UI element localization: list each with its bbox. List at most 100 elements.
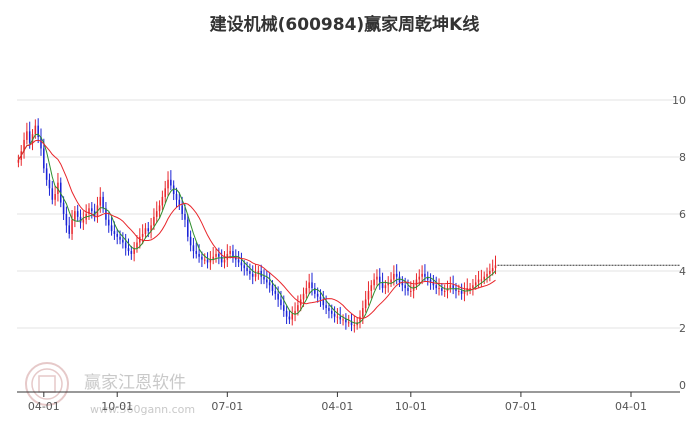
candle-body <box>359 316 361 323</box>
candle-body <box>319 296 322 300</box>
candle-body <box>203 259 206 261</box>
chart-title: 建设机械(600984)赢家周乾坤K线 <box>209 15 480 35</box>
candle-body <box>429 279 432 283</box>
candle-body <box>455 288 457 291</box>
x-tick-label: 10-01 <box>395 400 427 413</box>
candle-body <box>141 233 144 237</box>
candle-body <box>82 219 85 223</box>
candle-body <box>280 299 282 306</box>
candle-body <box>401 282 404 286</box>
candle-body <box>23 139 25 152</box>
candle-body <box>404 285 406 289</box>
candle-body <box>161 196 164 206</box>
candle-body <box>26 131 28 140</box>
candle-body <box>333 313 336 317</box>
candle-body <box>136 242 138 249</box>
candle-body <box>443 290 446 292</box>
candle-body <box>480 279 483 281</box>
candle-body <box>153 216 155 226</box>
y-tick-label: 0 <box>679 379 686 392</box>
candle-body <box>257 271 260 274</box>
x-axis: 04-01 10-01 07-01 04-01 10-01 07-01 04-01 <box>17 391 680 413</box>
x-tick-label: 07-01 <box>505 400 537 413</box>
candle-body <box>339 316 342 320</box>
candle-body <box>424 273 426 277</box>
candle-body <box>472 285 474 289</box>
candle-body <box>232 251 234 257</box>
candle-body <box>43 148 45 169</box>
candle-body <box>226 253 229 260</box>
candle-body <box>155 211 158 217</box>
candle-body <box>271 285 274 291</box>
candle-body <box>34 125 37 135</box>
candle-body <box>51 188 54 200</box>
candle-body <box>407 288 409 291</box>
candle-body <box>105 208 107 220</box>
candle-body <box>195 251 198 254</box>
candle-body <box>40 137 42 149</box>
x-tick-label: 04-01 <box>28 400 60 413</box>
candle-body <box>201 256 203 260</box>
candle-body <box>198 253 200 257</box>
candle-body <box>37 125 39 138</box>
candle-body <box>113 231 116 234</box>
watermark-url: www.360gann.com <box>90 403 195 416</box>
y-tick-label: 10 <box>672 94 686 107</box>
candle-body <box>316 293 319 297</box>
candle-body <box>342 319 344 321</box>
candle-body <box>74 211 76 220</box>
candle-body <box>158 205 161 212</box>
candle-body <box>370 285 373 291</box>
candle-body <box>398 276 401 283</box>
candle-body <box>282 305 285 311</box>
candle-body <box>435 285 437 289</box>
candle-body <box>486 273 488 277</box>
candle-body <box>432 282 435 286</box>
candle-body <box>215 253 217 257</box>
candle-body <box>99 196 102 206</box>
candle-body <box>384 285 387 289</box>
candle-body <box>251 273 254 277</box>
candle-body <box>130 251 133 254</box>
candle-body <box>172 185 175 195</box>
candle-body <box>206 259 209 263</box>
candle-body <box>170 179 172 186</box>
candle-body <box>71 219 73 234</box>
y-tick-label: 6 <box>679 208 686 221</box>
candle-body <box>102 196 104 209</box>
watermark-name: 赢家江恩软件 <box>84 373 186 393</box>
ma-short-line <box>17 133 496 324</box>
candle-body <box>297 305 299 311</box>
candle-body <box>362 308 364 317</box>
candle-body <box>249 271 251 274</box>
candle-body <box>314 288 316 294</box>
grid-layer <box>17 99 680 329</box>
candle-body <box>347 322 350 324</box>
candle-body <box>390 279 392 283</box>
candle-body <box>489 271 491 274</box>
candle-body <box>218 253 220 257</box>
candle-body <box>48 179 51 189</box>
candle-body <box>229 251 231 254</box>
candle-body <box>266 279 268 283</box>
candle-body <box>378 276 381 283</box>
candle-body <box>426 276 429 280</box>
candle-body <box>364 299 367 309</box>
candle-body <box>181 205 183 214</box>
candle-body <box>452 285 454 289</box>
candle-body <box>88 208 90 214</box>
candle-body <box>116 233 118 237</box>
candle-body <box>110 225 113 232</box>
candle-body <box>288 316 291 320</box>
candle-body <box>322 299 325 306</box>
candle-body <box>421 273 423 277</box>
candle-body <box>393 273 395 280</box>
x-tick-label: 04-01 <box>321 400 353 413</box>
candle-body <box>330 310 333 314</box>
candle-body <box>483 276 485 280</box>
candle-body <box>243 265 246 269</box>
candle-body <box>167 179 169 189</box>
candle-body <box>302 293 305 300</box>
candle-body <box>220 256 223 263</box>
